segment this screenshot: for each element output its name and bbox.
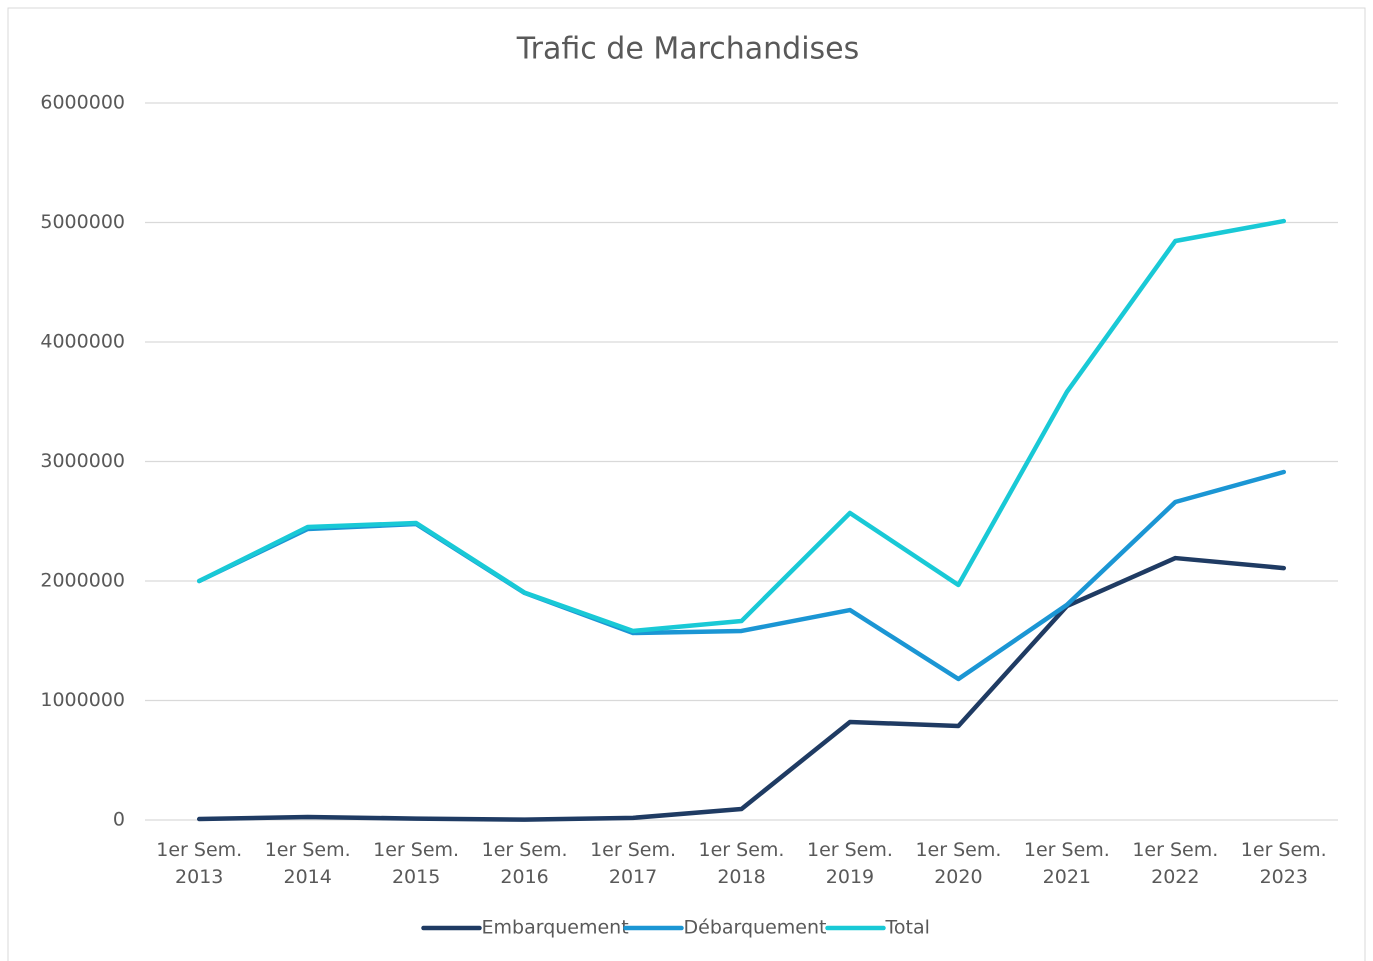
series-line bbox=[196, 218, 1287, 634]
chart-title: Trafic de Marchandises bbox=[516, 32, 860, 67]
legend-item: Total bbox=[825, 917, 930, 939]
x-tick-label: 1er Sem. 2019 bbox=[807, 839, 893, 888]
x-tick-label: 1er Sem. 2020 bbox=[915, 839, 1001, 888]
y-tick-label: 3000000 bbox=[40, 450, 125, 472]
chart-border bbox=[7, 7, 1366, 961]
series-line bbox=[196, 555, 1287, 822]
legend-item: Embarquement bbox=[421, 917, 629, 939]
x-tick-label: 1er Sem. 2016 bbox=[482, 839, 568, 888]
y-tick-label: 0 bbox=[113, 809, 125, 831]
y-tick-label: 5000000 bbox=[40, 211, 125, 233]
x-tick-label: 1er Sem. 2021 bbox=[1024, 839, 1110, 888]
x-tick-label: 1er Sem. 2023 bbox=[1241, 839, 1327, 888]
legend-label: Embarquement bbox=[482, 917, 629, 939]
legend-item: Débarquement bbox=[623, 917, 827, 939]
y-tick-label: 2000000 bbox=[40, 570, 125, 592]
x-tick-label: 1er Sem. 2017 bbox=[590, 839, 676, 888]
x-tick-label: 1er Sem. 2018 bbox=[699, 839, 785, 888]
x-tick-label: 1er Sem. 2013 bbox=[156, 839, 242, 888]
legend-label: Total bbox=[885, 917, 930, 939]
y-tick-label: 4000000 bbox=[40, 331, 125, 353]
y-tick-label: 6000000 bbox=[40, 92, 125, 114]
x-tick-label: 1er Sem. 2022 bbox=[1132, 839, 1218, 888]
x-tick-label: 1er Sem. 2014 bbox=[265, 839, 351, 888]
y-tick-label: 1000000 bbox=[40, 689, 125, 711]
legend-label: Débarquement bbox=[684, 917, 827, 939]
x-tick-label: 1er Sem. 2015 bbox=[373, 839, 459, 888]
